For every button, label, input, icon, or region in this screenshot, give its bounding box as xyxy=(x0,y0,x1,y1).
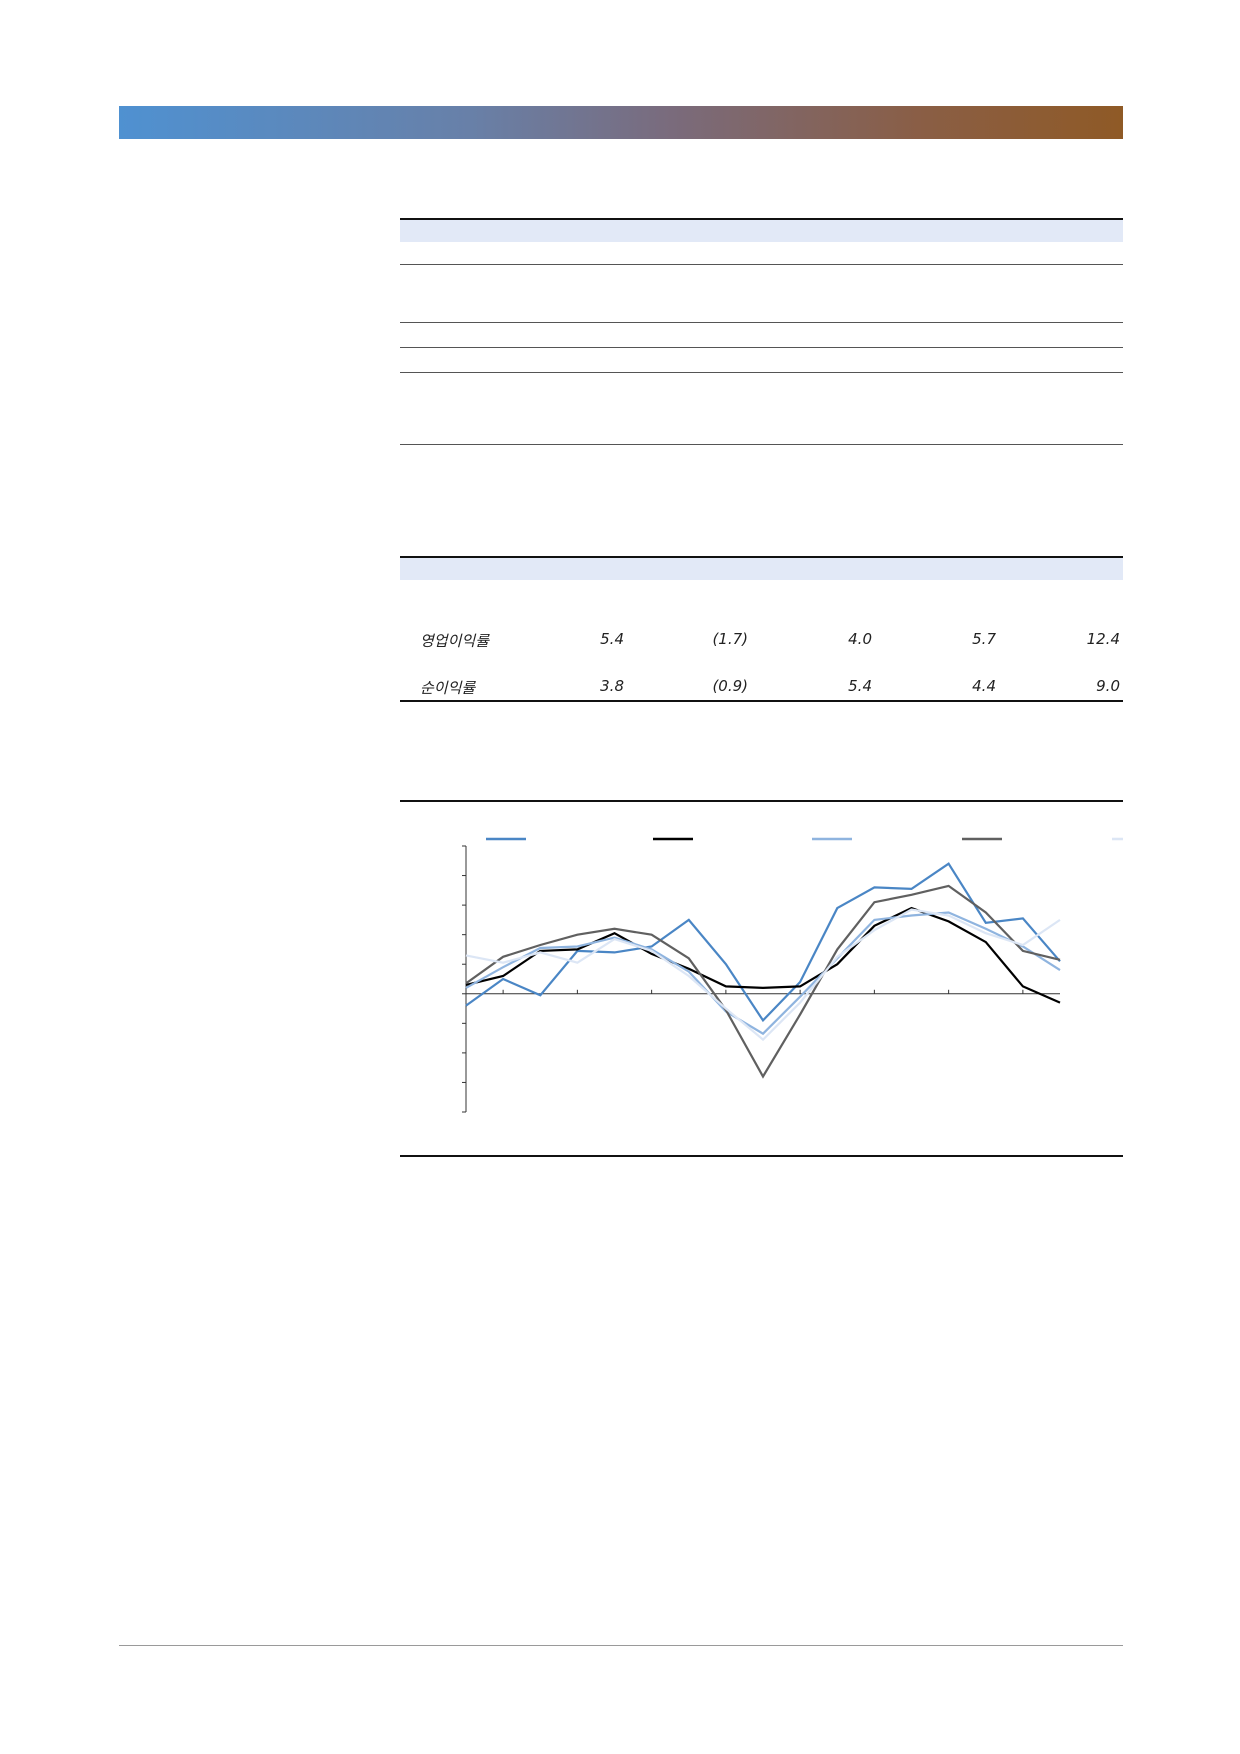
table2-header-shade xyxy=(400,558,1123,580)
table1-rule xyxy=(400,347,1123,348)
cell-value: 5.4 xyxy=(848,677,872,695)
chart-bottom-rule xyxy=(400,1155,1123,1157)
series-line-5 xyxy=(465,908,1061,1042)
table1-rule xyxy=(400,264,1123,265)
footer-rule xyxy=(119,1645,1123,1646)
table1-rule xyxy=(400,372,1123,373)
table-row-operating-margin: 영업이익률 5.4 (1.7) 4.0 5.7 12.4 xyxy=(400,630,1123,652)
row-label: 순이익률 xyxy=(420,679,476,697)
table-row-net-margin: 순이익률 3.8 (0.9) 5.4 4.4 9.0 xyxy=(400,677,1123,699)
table2-bottom-rule xyxy=(400,700,1123,702)
series-line-2 xyxy=(465,906,1061,1004)
series-line-3 xyxy=(465,911,1061,1036)
cell-value: 4.4 xyxy=(972,677,996,695)
cell-value: (0.9) xyxy=(712,677,748,695)
line-chart xyxy=(462,837,1123,1113)
chart-top-rule xyxy=(400,800,1123,802)
cell-value: 5.7 xyxy=(972,630,996,648)
row-label: 영업이익률 xyxy=(420,632,490,650)
header-gradient-bar xyxy=(119,106,1123,139)
cell-value: 4.0 xyxy=(848,630,872,648)
table1-header-shade xyxy=(400,220,1123,242)
table2-top-rule xyxy=(400,556,1123,558)
series-line-4 xyxy=(465,884,1061,1079)
cell-value: 12.4 xyxy=(1086,630,1120,648)
series-line-1 xyxy=(465,862,1061,1023)
table1-rule xyxy=(400,322,1123,323)
cell-value: 5.4 xyxy=(600,630,624,648)
table1-bottom-rule xyxy=(400,444,1123,445)
cell-value: 9.0 xyxy=(1096,677,1120,695)
cell-value: (1.7) xyxy=(712,630,748,648)
table1-top-rule xyxy=(400,218,1123,220)
cell-value: 3.8 xyxy=(600,677,624,695)
